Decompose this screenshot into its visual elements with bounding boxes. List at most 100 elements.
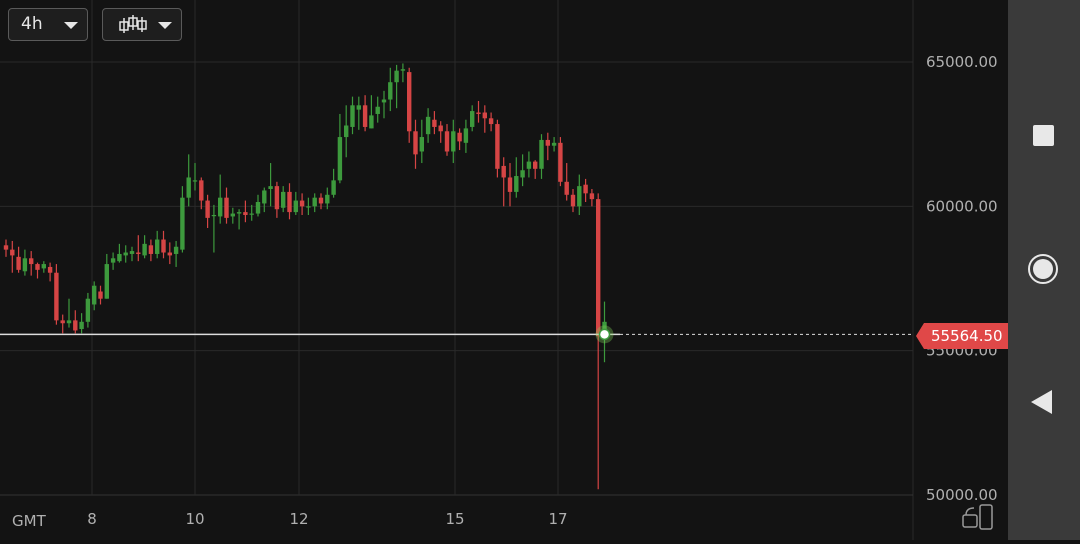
candle-body [47, 266, 53, 273]
candle [299, 193, 305, 215]
candle [470, 105, 475, 132]
candle-body [54, 272, 59, 321]
candle-body [470, 111, 475, 127]
chevron-down-icon [64, 22, 78, 29]
candle-body [318, 197, 324, 204]
candle-body [337, 137, 343, 181]
candle [539, 134, 544, 179]
candle [10, 240, 15, 273]
candle-body [545, 139, 550, 146]
candle-body [274, 186, 280, 210]
timeframe-dropdown[interactable]: 4h [8, 8, 88, 41]
candle-body [488, 118, 494, 125]
candle-body [173, 246, 179, 254]
candle-body [482, 112, 487, 119]
candle-body [22, 258, 28, 272]
candle-body [167, 252, 172, 256]
candle-body [400, 69, 406, 71]
candle [425, 108, 431, 143]
candle-body [362, 105, 368, 127]
candle-body [60, 320, 65, 324]
android-nav-bar [1008, 0, 1080, 540]
candle [35, 262, 40, 279]
candle [482, 105, 487, 133]
candle [520, 154, 525, 187]
y-tick-label: 50000.00 [926, 486, 998, 504]
chart-type-dropdown[interactable] [102, 8, 182, 41]
candle-body [123, 252, 128, 256]
current-price-badge [916, 323, 1008, 349]
candle [41, 261, 46, 273]
candle-body [255, 202, 261, 214]
candle-body [350, 105, 355, 127]
candle [438, 121, 443, 143]
candle-body [583, 184, 588, 194]
candle-body [495, 124, 500, 169]
candle [268, 163, 273, 207]
candle [325, 187, 330, 210]
candle [407, 67, 412, 143]
candle [92, 281, 97, 311]
grid-lines [0, 0, 914, 540]
candle [507, 163, 513, 207]
candle-body [230, 213, 235, 217]
rotate-screen-icon[interactable] [960, 503, 996, 531]
candle-body [589, 193, 595, 200]
candle [337, 113, 343, 184]
back-triangle-icon[interactable] [1031, 390, 1052, 414]
candle [488, 112, 494, 132]
candle [3, 239, 9, 257]
timezone-label: GMT [12, 512, 46, 530]
candle-body [526, 161, 532, 169]
candle-body [186, 177, 191, 198]
candle [369, 95, 374, 129]
timeframe-label: 4h [21, 14, 43, 34]
candle [344, 105, 349, 158]
candle [66, 298, 72, 328]
price-chart[interactable]: 65000.00 60000.00 55000.00 50000.00 8 10 12 15… [0, 0, 1008, 540]
candle-body [129, 251, 135, 254]
candle [281, 186, 286, 213]
candle [400, 63, 406, 83]
candle [199, 177, 204, 210]
candle-body [243, 212, 248, 215]
candle-body [564, 181, 569, 195]
candle [16, 246, 21, 273]
candle-body [66, 320, 72, 324]
candle [218, 174, 223, 224]
candle-body [224, 197, 229, 218]
candle-body [92, 285, 97, 305]
candle-body [356, 105, 361, 110]
candle [255, 194, 261, 217]
candle-body [444, 131, 450, 152]
candle-body [142, 243, 147, 256]
candle [545, 132, 550, 161]
candle [463, 119, 469, 153]
candle [274, 181, 280, 218]
candle [551, 137, 557, 152]
candle [413, 119, 418, 169]
candle-body [29, 258, 34, 265]
candle-body [520, 170, 525, 178]
candle-body [596, 199, 601, 337]
recents-square-icon[interactable] [1033, 125, 1054, 146]
candle [167, 242, 172, 265]
candle-body [463, 128, 469, 143]
candle-body [375, 106, 380, 114]
y-tick-label: 60000.00 [926, 197, 998, 215]
candle [54, 264, 59, 325]
candle [211, 204, 217, 253]
candle [230, 207, 235, 224]
candle [186, 154, 191, 207]
candle-body [192, 180, 198, 182]
candle-body [425, 116, 431, 135]
candle [451, 119, 456, 164]
candle [331, 168, 336, 198]
candle-body [155, 239, 160, 254]
candle [180, 186, 185, 253]
home-circle-icon[interactable] [1028, 254, 1058, 284]
candle [136, 235, 141, 262]
candle-body [507, 177, 513, 192]
